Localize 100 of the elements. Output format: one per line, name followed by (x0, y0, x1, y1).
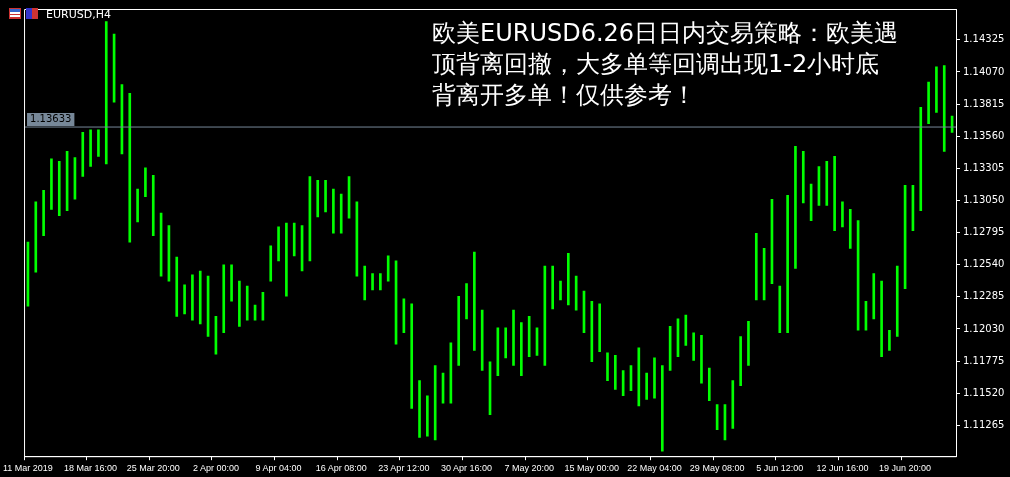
y-tick-label: 1.13305 (963, 161, 1005, 173)
bar (277, 226, 280, 262)
x-tick-label: 2 Apr 00:00 (192, 463, 239, 474)
x-tick-label: 18 Mar 16:00 (64, 463, 118, 474)
bar (269, 245, 273, 282)
text: 欧美EURUSD6.26日日内交易策略：欧美遇顶背离回撤，大多单等回调出现1-2小时底背离开多单！仅供参考！ (432, 18, 900, 111)
bar (42, 190, 45, 237)
x-tick-label: 11 Mar 2019 (3, 463, 53, 474)
y-tick-label: 1.14070 (963, 65, 1005, 77)
bar (707, 367, 711, 402)
bar (128, 93, 132, 243)
bar (833, 156, 836, 232)
x-tick-label: 22 May 04:00 (627, 463, 682, 474)
bar (692, 332, 695, 361)
bar (465, 283, 468, 320)
bar (520, 322, 523, 376)
bar (433, 365, 437, 441)
bar (645, 372, 648, 400)
bar (927, 81, 930, 124)
bar (527, 316, 531, 358)
y-tick-label: 1.13050 (963, 194, 1005, 206)
y-tick-label: 1.11265 (963, 418, 1005, 430)
bar (324, 179, 327, 213)
bar (637, 347, 641, 407)
bar (238, 280, 241, 327)
bar (731, 380, 735, 429)
bar (935, 66, 938, 113)
bar (183, 284, 186, 315)
bar (426, 395, 429, 437)
bar (841, 201, 844, 228)
bar (801, 151, 805, 204)
bar (222, 264, 226, 334)
bar (34, 201, 38, 273)
bar (473, 251, 476, 351)
bar (504, 327, 508, 359)
bar (136, 188, 139, 223)
ref-line-label: 1.13633 (30, 113, 72, 125)
x-tick-label: 12 Jun 16:00 (816, 463, 869, 474)
chart-subtitle: EURUSD,H4 (46, 8, 111, 21)
bar (379, 273, 382, 291)
bar (942, 65, 946, 152)
y-tick-label: 1.12795 (963, 226, 1005, 238)
bar (230, 264, 233, 302)
y-tick-label: 1.12030 (963, 322, 1005, 334)
bar (754, 232, 758, 301)
x-tick-label: 9 Apr 04:00 (255, 463, 302, 474)
x-tick-label: 29 May 08:00 (689, 463, 745, 474)
y-tick-label: 1.14325 (963, 33, 1005, 45)
bar (332, 188, 335, 234)
y-tick-label: 1.13815 (963, 97, 1005, 109)
bar (175, 256, 179, 317)
x-tick-label: 5 Jun 12:00 (756, 463, 804, 474)
bar (825, 161, 829, 206)
bar (104, 21, 108, 165)
x-tick-label: 19 Jun 20:00 (879, 463, 932, 474)
x-tick-label: 25 Mar 20:00 (126, 463, 180, 474)
bar (919, 106, 923, 211)
bar (794, 145, 797, 269)
bar (89, 129, 92, 167)
x-tick-label: 30 Apr 16:00 (441, 463, 493, 474)
bar (567, 253, 570, 306)
bar (371, 273, 374, 291)
bar (613, 355, 617, 390)
bar (191, 274, 194, 321)
bar (606, 352, 609, 381)
bar (97, 129, 100, 157)
bar (590, 300, 594, 363)
bar (872, 273, 876, 320)
bar (739, 336, 742, 386)
x-tick-label: 23 Apr 12:00 (378, 463, 430, 474)
y-tick-label: 1.13560 (963, 129, 1005, 141)
bar (386, 255, 390, 282)
bar (778, 285, 782, 334)
bar (700, 334, 703, 384)
x-tick-label: 16 Apr 08:00 (315, 463, 367, 474)
bar (747, 321, 750, 366)
bar (245, 285, 249, 321)
bar (57, 161, 61, 216)
bar (848, 208, 852, 249)
bar (559, 280, 562, 301)
y-tick-label: 1.12540 (963, 258, 1005, 270)
bar (684, 314, 688, 346)
bar (457, 295, 461, 366)
x-tick-label: 15 May 00:00 (564, 463, 620, 474)
bar (551, 265, 554, 310)
bar (888, 329, 891, 351)
bar (285, 222, 288, 297)
bar (198, 270, 202, 325)
bar (653, 357, 656, 399)
bar (418, 380, 421, 438)
bar (660, 365, 664, 452)
bar (512, 309, 515, 366)
bar (363, 265, 367, 301)
bar (144, 167, 147, 198)
y-tick-label: 1.12285 (963, 290, 1005, 302)
bar (410, 303, 414, 409)
bar (339, 193, 343, 234)
bar (292, 222, 296, 257)
bar (880, 280, 883, 358)
bar (786, 195, 789, 334)
